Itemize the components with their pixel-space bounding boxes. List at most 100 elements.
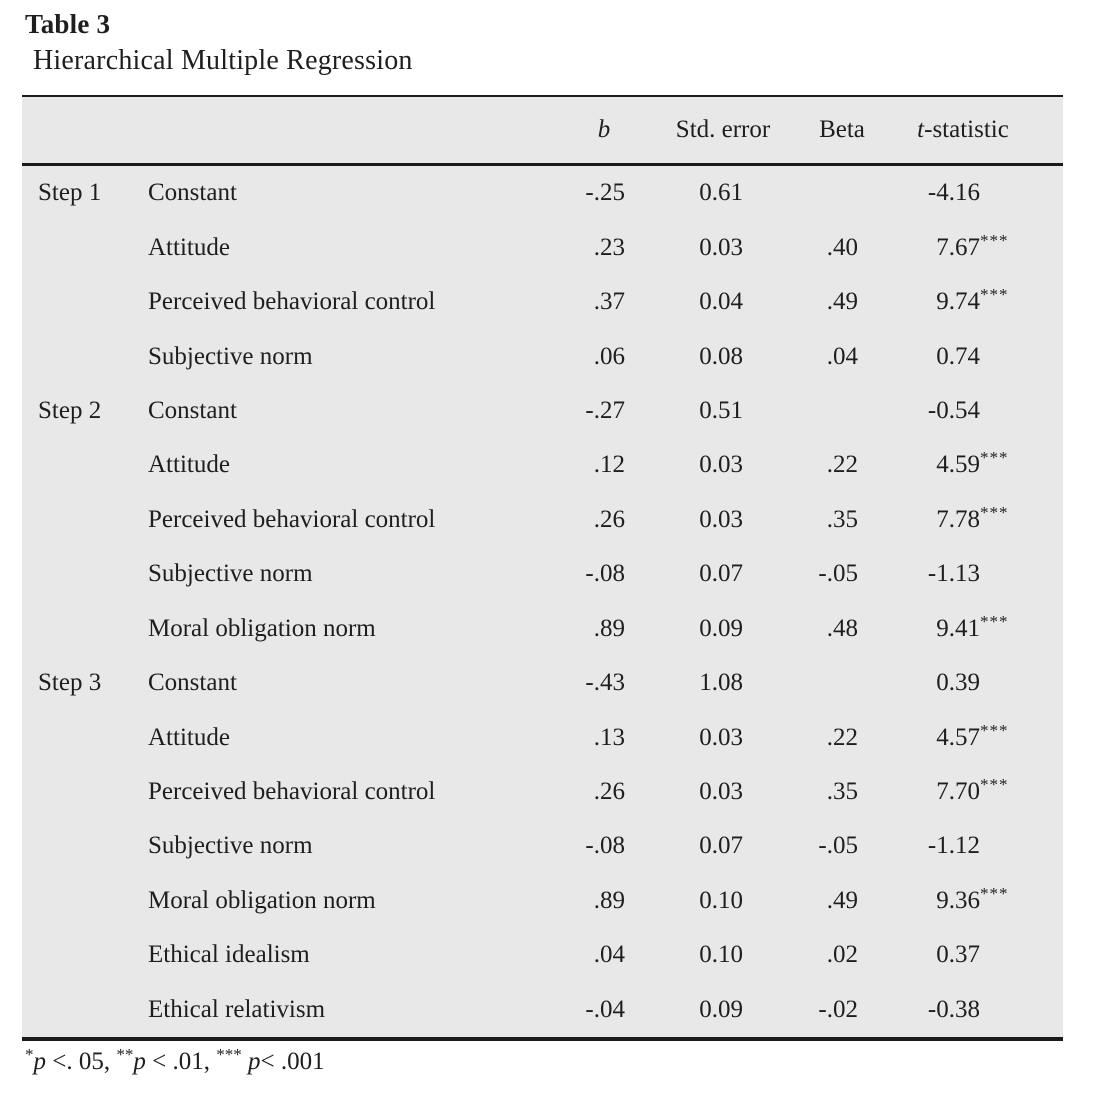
table-row: Attitude .23 0.03 .40 7.67***: [22, 220, 1063, 274]
column-header-beta: Beta: [819, 116, 865, 143]
table-row: Moral obligation norm .89 0.10 .49 9.36*…: [22, 874, 1063, 928]
table-row: Perceived behavioral control .26 0.03 .3…: [22, 493, 1063, 547]
variable-label: Subjective norm: [148, 560, 313, 588]
b-value: .06: [593, 342, 625, 370]
beta-value: .22: [826, 451, 858, 479]
table-row: Step 1 Constant -.25 0.61 -4.16: [22, 166, 1063, 220]
b-value: .26: [593, 505, 625, 533]
b-value: .23: [593, 233, 625, 261]
beta-value: .40: [826, 233, 858, 261]
beta-value: .35: [826, 778, 858, 806]
std-error-value: 0.61: [699, 179, 743, 207]
t-value: -0.38: [927, 995, 980, 1023]
column-header-b: b: [597, 116, 611, 143]
variable-label: Perceived behavioral control: [148, 288, 436, 316]
table-row: Attitude .12 0.03 .22 4.59***: [22, 438, 1063, 492]
b-value: -.08: [585, 560, 625, 588]
table-row: Step 3 Constant -.43 1.08 0.39: [22, 656, 1063, 710]
beta-value: .35: [826, 505, 858, 533]
b-value: -.08: [585, 832, 625, 860]
table-number-title: Table 3: [25, 9, 111, 39]
variable-label: Ethical relativism: [148, 995, 326, 1023]
table-row: Subjective norm .06 0.08 .04 0.74: [22, 329, 1063, 383]
std-error-value: 0.03: [699, 505, 743, 533]
t-value: 7.67***: [936, 230, 1009, 261]
step-label: Step 3: [38, 669, 102, 697]
beta-value: .22: [826, 723, 858, 751]
b-value: -.25: [585, 179, 625, 207]
beta-value: .49: [826, 288, 858, 316]
t-italic-part: t: [917, 116, 925, 143]
std-error-value: 0.09: [699, 995, 743, 1023]
beta-value: .49: [826, 886, 858, 914]
significance-footnote: *p <. 05, **p < .01, *** p< .001: [25, 1045, 325, 1075]
t-value: -1.13: [927, 560, 980, 588]
variable-label: Subjective norm: [148, 342, 313, 370]
table-row: Step 2 Constant -.27 0.51 -0.54: [22, 384, 1063, 438]
footnote-stars-3: ***: [216, 1045, 242, 1064]
column-header-t-statistic: t-statistic: [917, 116, 1009, 144]
variable-label: Constant: [148, 396, 237, 424]
std-error-value: 0.03: [699, 233, 743, 261]
variable-label: Subjective norm: [148, 832, 313, 860]
b-value: .12: [593, 451, 625, 479]
b-value: -.04: [585, 995, 625, 1023]
b-value: .04: [593, 941, 625, 969]
beta-value: .04: [826, 342, 858, 370]
variable-label: Attitude: [148, 723, 230, 751]
table-row: Ethical idealism .04 0.10 .02 0.37: [22, 928, 1063, 982]
table-header-row: b Std. error Beta t-statistic: [22, 97, 1063, 166]
variable-label: Perceived behavioral control: [148, 505, 436, 533]
t-rest-part: -statistic: [924, 116, 1009, 143]
table-row: Perceived behavioral control .26 0.03 .3…: [22, 765, 1063, 819]
b-value: .13: [593, 723, 625, 751]
b-value: -.43: [585, 669, 625, 697]
t-value: -0.54: [927, 396, 980, 424]
b-value: -.27: [585, 396, 625, 424]
t-value: 4.57***: [936, 720, 1009, 751]
t-value: 0.74: [936, 342, 980, 370]
b-value: .89: [593, 614, 625, 642]
beta-value: -.05: [818, 832, 858, 860]
t-value: 0.37: [936, 941, 980, 969]
std-error-value: 0.10: [699, 886, 743, 914]
footnote-stars-2: **: [116, 1045, 134, 1064]
t-value: -4.16: [927, 179, 980, 207]
t-value: 4.59***: [936, 448, 1009, 479]
std-error-value: 0.51: [699, 396, 743, 424]
variable-label: Attitude: [148, 451, 230, 479]
footnote-stars-1: *: [25, 1045, 34, 1064]
std-error-value: 0.08: [699, 342, 743, 370]
variable-label: Constant: [148, 179, 237, 207]
t-value: -1.12: [927, 832, 980, 860]
b-value: .89: [593, 886, 625, 914]
std-error-value: 0.03: [699, 723, 743, 751]
beta-value: .02: [826, 941, 858, 969]
beta-value: -.05: [818, 560, 858, 588]
table-row: Ethical relativism -.04 0.09 -.02 -0.38: [22, 983, 1063, 1037]
std-error-value: 0.03: [699, 451, 743, 479]
std-error-value: 0.09: [699, 614, 743, 642]
variable-label: Attitude: [148, 233, 230, 261]
t-value: 9.36***: [936, 883, 1009, 914]
t-value: 7.78***: [936, 502, 1009, 533]
table-row: Perceived behavioral control .37 0.04 .4…: [22, 275, 1063, 329]
std-error-value: 1.08: [699, 669, 743, 697]
beta-value: .48: [826, 614, 858, 642]
variable-label: Constant: [148, 669, 237, 697]
table-subtitle: Hierarchical Multiple Regression: [33, 44, 413, 76]
variable-label: Moral obligation norm: [148, 614, 376, 642]
regression-table: b Std. error Beta t-statistic Step 1 Con…: [22, 95, 1063, 1041]
variable-label: Ethical idealism: [148, 941, 310, 969]
variable-label: Moral obligation norm: [148, 886, 376, 914]
b-value: .37: [593, 288, 625, 316]
std-error-value: 0.04: [699, 288, 743, 316]
title-block: Table 3 Hierarchical Multiple Regression: [25, 8, 413, 77]
step-label: Step 1: [38, 179, 102, 207]
t-value: 9.41***: [936, 611, 1009, 642]
table-row: Moral obligation norm .89 0.09 .48 9.41*…: [22, 602, 1063, 656]
beta-value: -.02: [818, 995, 858, 1023]
t-value: 7.70***: [936, 775, 1009, 806]
b-value: .26: [593, 778, 625, 806]
column-header-std-error: Std. error: [675, 116, 771, 143]
